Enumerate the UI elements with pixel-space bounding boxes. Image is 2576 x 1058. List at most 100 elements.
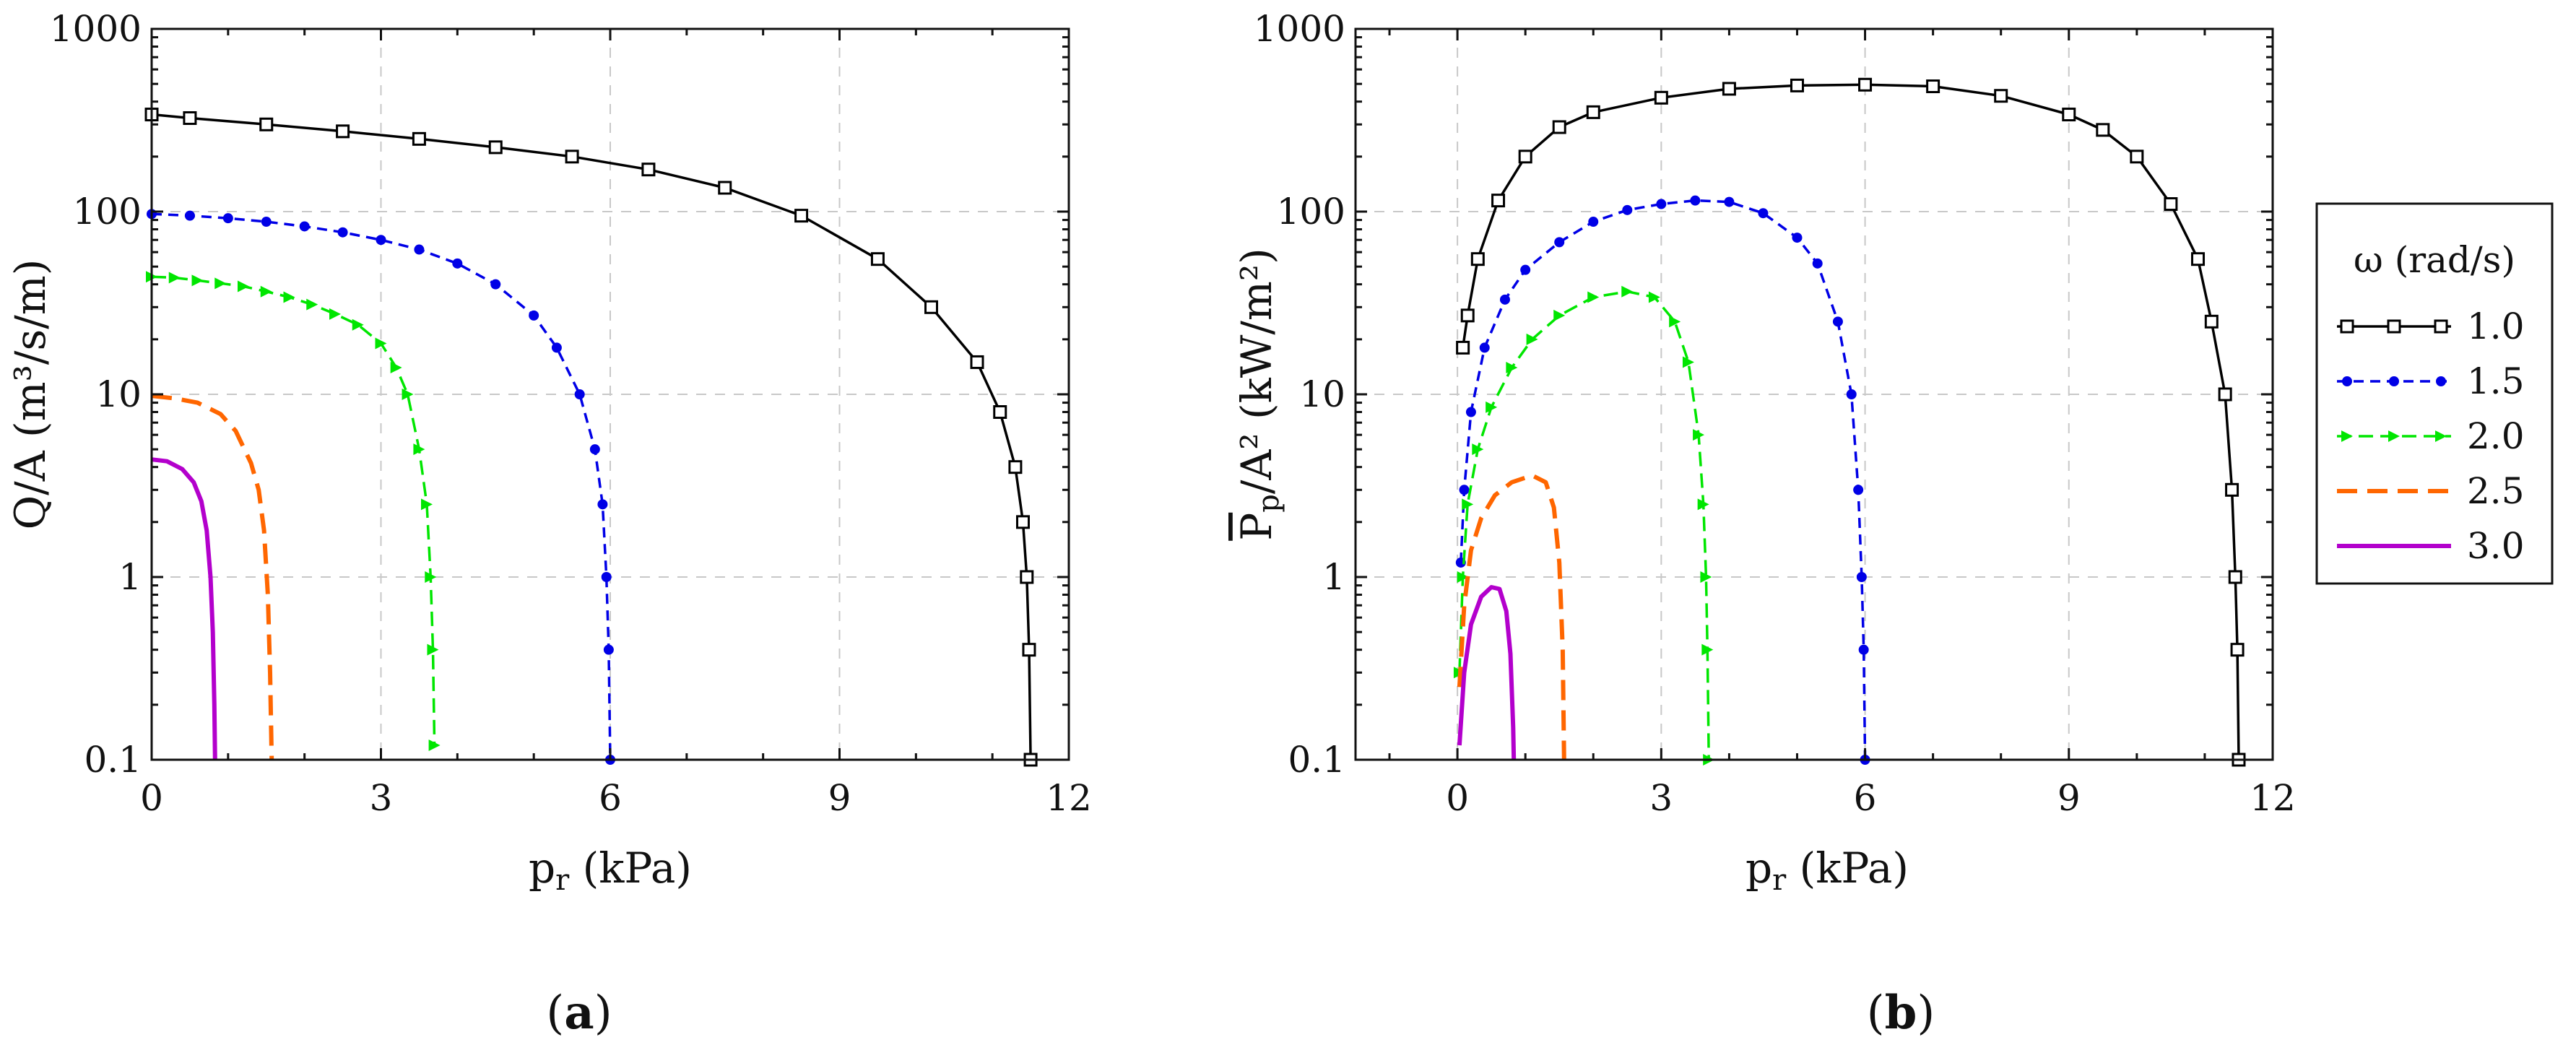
panel-b-marker-1.0-11: [1926, 79, 1940, 94]
panel-b-marker-2.0-1: [1457, 571, 1469, 583]
panel-a-marker-2.0-13: [413, 443, 425, 456]
panel-a-marker-1.0-15: [1016, 515, 1030, 529]
panel-a-label: (a): [546, 986, 612, 1040]
panel-a-x-axis-title-main: p: [529, 844, 555, 893]
panel-b-marker-1.5-13: [1792, 233, 1803, 243]
panel-b-marker-2.0-6: [1526, 333, 1538, 345]
panel-a-marker-1.0-1: [183, 110, 197, 125]
panel-b-marker-1.0-22: [2230, 643, 2245, 657]
chart-panel-a: 0 3 6 9 12 0.1 1 10 100 1000 Q/A (m³/s/m) pr (kPa…: [6, 8, 1092, 1040]
panel-a-marker-2.0-3: [214, 277, 227, 290]
panel-b-marker-1.0-1: [1460, 308, 1475, 323]
legend-label-3.0: 3.0: [2467, 525, 2525, 567]
panel-b-xtick-label-1: 3: [1649, 777, 1673, 819]
legend-marker-1.0-1: [2387, 319, 2401, 334]
panel-a-marker-1.0-6: [565, 149, 579, 164]
panel-a-marker-1.5-12: [574, 389, 585, 399]
panel-b-marker-2.0-10: [1648, 291, 1660, 303]
panel-b-series-line-2.5: [1457, 473, 1566, 760]
panel-b-label-open-paren: (: [1867, 987, 1885, 1040]
panel-a-series-line-3.0: [151, 457, 217, 760]
panel-a-marker-1.0-3: [336, 124, 350, 139]
panel-b-marker-1.5-14: [1812, 258, 1823, 269]
panel-a-x-axis-title-subscript: r: [555, 864, 570, 897]
legend: ω (rad/s) 1.0 1.5 2.0 2.5 3.0: [2315, 202, 2554, 585]
panel-a-marker-1.5-14: [597, 499, 608, 510]
panel-b-marker-2.0-9: [1621, 285, 1634, 298]
legend-marker-2.0-2: [2435, 430, 2447, 442]
panel-b-marker-1.0-3: [1491, 194, 1506, 208]
panel-a-series-line-1.5: [151, 212, 612, 760]
panel-b-marker-2.0-3: [1472, 443, 1484, 456]
panel-a-marker-2.0-8: [329, 308, 341, 320]
panel-a-xtick-label-1: 3: [370, 777, 393, 819]
panel-b-marker-1.5-11: [1724, 196, 1735, 207]
panel-b-xtick-label-2: 6: [1854, 777, 1877, 819]
panel-a-marker-2.0-1: [168, 272, 181, 284]
panel-a-marker-2.0-5: [260, 285, 272, 298]
legend-box: [2315, 202, 2554, 585]
panel-b-ytick-label-2: 10: [1299, 373, 1345, 415]
panel-a-marker-1.5-9: [490, 279, 501, 290]
panel-a-x-axis-title: pr (kPa): [529, 844, 692, 897]
panel-a-label-letter: a: [564, 986, 594, 1040]
legend-label-1.0: 1.0: [2467, 305, 2525, 347]
panel-a-marker-2.0-14: [421, 498, 433, 511]
panel-b-y-axis-title-rest: /A² (kW/m²): [1232, 248, 1281, 494]
panel-a-marker-2.0-7: [306, 298, 318, 311]
panel-b-marker-1.5-15: [1832, 316, 1843, 327]
panel-b-marker-1.0-10: [1858, 77, 1873, 92]
panel-a-xtick-label-0: 0: [140, 777, 163, 819]
panel-b-marker-1.0-19: [2218, 387, 2232, 402]
panel-b-xtick-label-0: 0: [1446, 777, 1469, 819]
panel-a-marker-1.0-12: [970, 355, 984, 369]
panel-a-ytick-label-4: 1000: [50, 8, 142, 50]
panel-b-series-line-1.5: [1460, 199, 1867, 760]
panel-b-ytick-label-0: 0.1: [1288, 739, 1345, 781]
panel-b-marker-2.0-12: [1682, 356, 1694, 368]
panel-a-series-line-2.0: [151, 275, 436, 746]
panel-a-xtick-label-4: 12: [1046, 777, 1092, 819]
panel-a-ticks: 0 3 6 9 12 0.1 1 10 100 1000: [50, 8, 1092, 819]
panel-a-marker-1.0-7: [641, 162, 656, 177]
panel-b-ytick-label-1: 1: [1322, 556, 1345, 598]
panel-a-marker-1.5-5: [337, 227, 348, 238]
panel-a-marker-1.5-2: [222, 213, 233, 224]
panel-b-marker-1.5-1: [1459, 485, 1470, 495]
panel-b-marker-1.0-16: [2164, 197, 2178, 212]
panel-a-marker-2.0-2: [191, 274, 204, 287]
legend-marker-2.0-1: [2388, 430, 2400, 442]
panel-a-y-axis-title: Q/A (m³/s/m): [6, 259, 55, 530]
panel-a-marker-1.0-17: [1022, 643, 1036, 657]
panel-b-marker-1.5-17: [1853, 485, 1864, 495]
panel-a-marker-2.0-6: [283, 291, 295, 303]
panel-a-marker-1.0-9: [794, 209, 809, 223]
panel-b-marker-1.0-6: [1586, 105, 1600, 119]
panel-a-marker-1.5-11: [551, 342, 562, 353]
panel-b-marker-1.5-18: [1856, 572, 1867, 582]
panel-b-label: (b): [1867, 986, 1935, 1040]
panel-b-marker-1.0-7: [1654, 90, 1668, 105]
panel-a-marker-2.0-9: [352, 318, 364, 331]
panel-b-marker-2.0-11: [1669, 316, 1681, 328]
panel-b-x-axis-title-main: p: [1745, 844, 1772, 893]
panel-a-marker-1.5-10: [529, 310, 539, 321]
panel-b-series-line-1.0: [1461, 83, 2240, 760]
panel-b-marker-1.5-5: [1520, 264, 1531, 275]
panel-a-marker-2.0-4: [238, 280, 249, 292]
panel-b-y-axis-title-subscript: p: [1252, 494, 1285, 513]
panel-b-marker-1.5-7: [1588, 217, 1599, 227]
panel-b-marker-1.0-13: [2062, 108, 2076, 122]
panel-a-marker-1.0-4: [412, 131, 426, 146]
panel-a-ytick-label-3: 100: [73, 191, 142, 233]
panel-b-marker-2.0-5: [1506, 362, 1518, 374]
panel-b-x-axis-title-subscript: r: [1772, 864, 1787, 897]
panel-b-marker-1.0-5: [1552, 120, 1566, 134]
panel-b-label-letter: b: [1885, 986, 1917, 1040]
panel-b-x-axis-title-unit: (kPa): [1786, 844, 1909, 893]
panel-b-marker-1.0-0: [1456, 340, 1470, 355]
panel-b-marker-1.0-12: [1994, 89, 2008, 103]
legend-marker-1.0-0: [2340, 319, 2354, 334]
panel-a-marker-1.5-16: [603, 644, 614, 655]
legend-marker-1.5-1: [2389, 376, 2399, 386]
